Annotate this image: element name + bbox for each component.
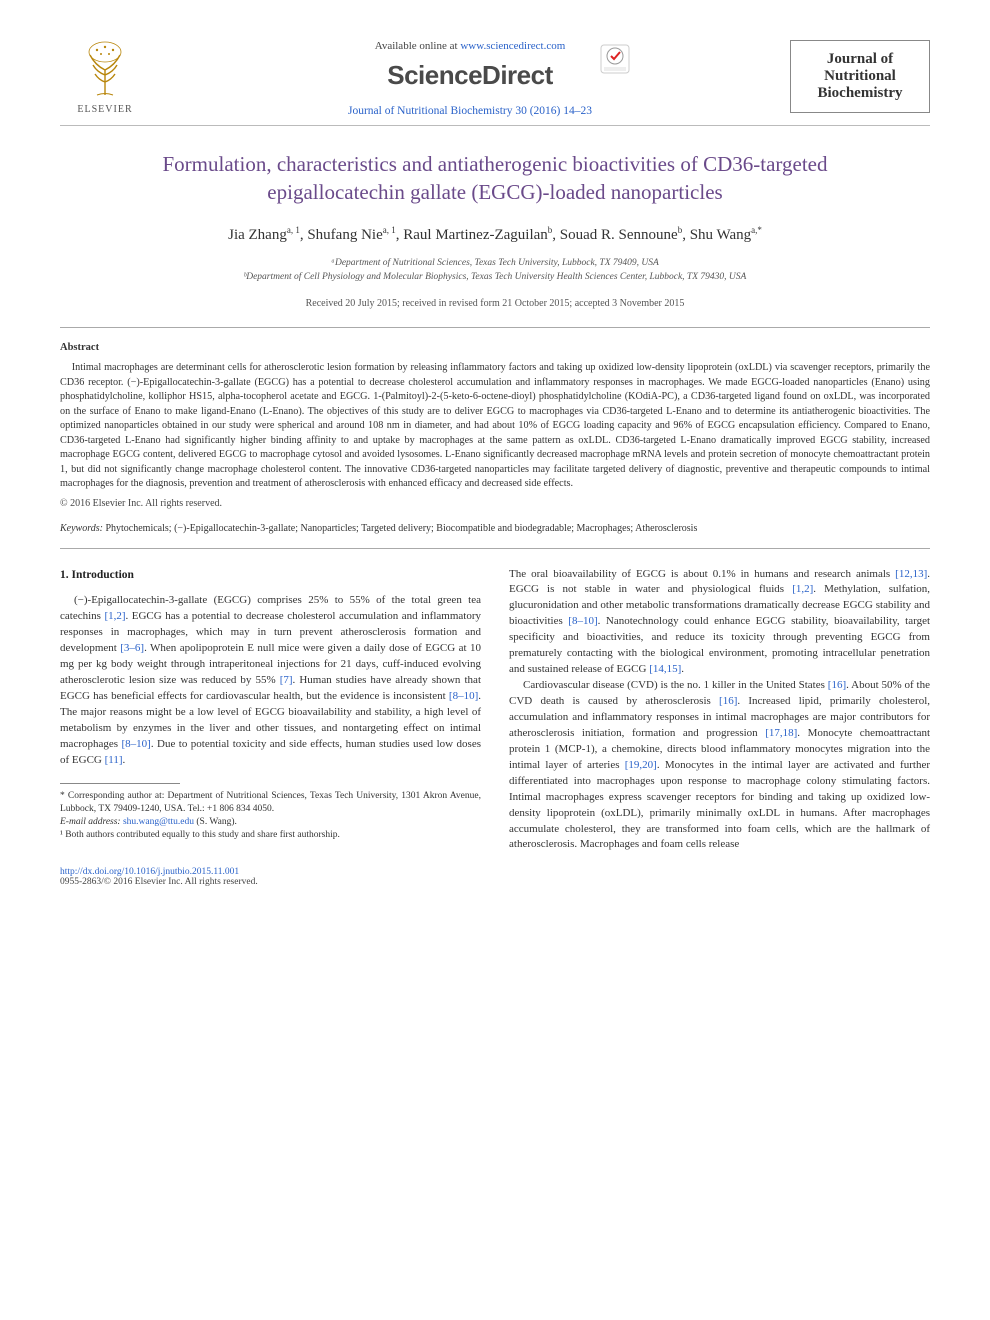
available-online-text: Available online at (375, 40, 461, 52)
citation-line[interactable]: Journal of Nutritional Biochemistry 30 (… (348, 105, 592, 117)
abstract-body: Intimal macrophages are determinant cell… (60, 361, 930, 491)
keywords-list: Phytochemicals; (−)-Epigallocatechin-3-g… (105, 523, 697, 534)
doi-text: http://dx.doi.org/10.1016/j.jnutbio.2015… (60, 867, 239, 877)
elsevier-label: ELSEVIER (77, 104, 132, 115)
left-column: 1. Introduction (−)-Epigallocatechin-3-g… (60, 567, 481, 854)
doi-link[interactable]: http://dx.doi.org/10.1016/j.jnutbio.2015… (60, 867, 930, 877)
header-row: ELSEVIER Available online at www.science… (60, 40, 930, 117)
email-label: E-mail address: (60, 817, 121, 827)
abstract-top-rule (60, 327, 930, 328)
intro-col1-p1: (−)-Epigallocatechin-3-gallate (EGCG) co… (60, 593, 481, 768)
email-suffix: (S. Wang). (196, 817, 237, 827)
two-column-body: 1. Introduction (−)-Epigallocatechin-3-g… (60, 567, 930, 854)
abstract-copyright: © 2016 Elsevier Inc. All rights reserved… (60, 498, 930, 509)
available-online: Available online at www.sciencedirect.co… (348, 40, 592, 52)
journal-box-line1: Journal of (799, 51, 921, 68)
journal-box-line3: Biochemistry (799, 85, 921, 102)
elsevier-tree-icon (75, 40, 135, 100)
authors-line: Jia Zhanga, 1, Shufang Niea, 1, Raul Mar… (60, 225, 930, 244)
journal-box-line2: Nutritional (799, 68, 921, 85)
right-column: The oral bioavailability of EGCG is abou… (509, 567, 930, 854)
center-header: Available online at www.sciencedirect.co… (150, 40, 790, 117)
article-history: Received 20 July 2015; received in revis… (60, 298, 930, 309)
equal-contribution: ¹ Both authors contributed equally to th… (60, 829, 481, 842)
affiliation-b: ᵇDepartment of Cell Physiology and Molec… (60, 270, 930, 284)
sciencedirect-link[interactable]: www.sciencedirect.com (460, 40, 565, 52)
abstract-label: Abstract (60, 342, 930, 353)
keywords-label: Keywords: (60, 523, 103, 534)
crossmark-icon[interactable] (600, 44, 630, 74)
keywords-line: Keywords: Phytochemicals; (−)-Epigalloca… (60, 523, 930, 534)
journal-logo-box: Journal of Nutritional Biochemistry (790, 40, 930, 113)
publisher-logo-block: ELSEVIER (60, 40, 150, 115)
intro-col2-p1: The oral bioavailability of EGCG is abou… (509, 567, 930, 679)
email-link[interactable]: shu.wang@ttu.edu (123, 817, 194, 827)
affiliation-a: ᵃDepartment of Nutritional Sciences, Tex… (60, 256, 930, 270)
email-line: E-mail address: shu.wang@ttu.edu (S. Wan… (60, 816, 481, 829)
footnotes: * Corresponding author at: Department of… (60, 790, 481, 843)
affiliations: ᵃDepartment of Nutritional Sciences, Tex… (60, 256, 930, 285)
issn-line: 0955-2863/© 2016 Elsevier Inc. All right… (60, 877, 930, 887)
article-title: Formulation, characteristics and antiath… (100, 150, 890, 207)
header-rule (60, 125, 930, 126)
corresponding-author: * Corresponding author at: Department of… (60, 790, 481, 817)
sciencedirect-brand: ScienceDirect (348, 60, 592, 91)
footnote-separator (60, 783, 180, 784)
keywords-rule (60, 548, 930, 549)
intro-heading: 1. Introduction (60, 567, 481, 584)
intro-col2-p2: Cardiovascular disease (CVD) is the no. … (509, 678, 930, 853)
